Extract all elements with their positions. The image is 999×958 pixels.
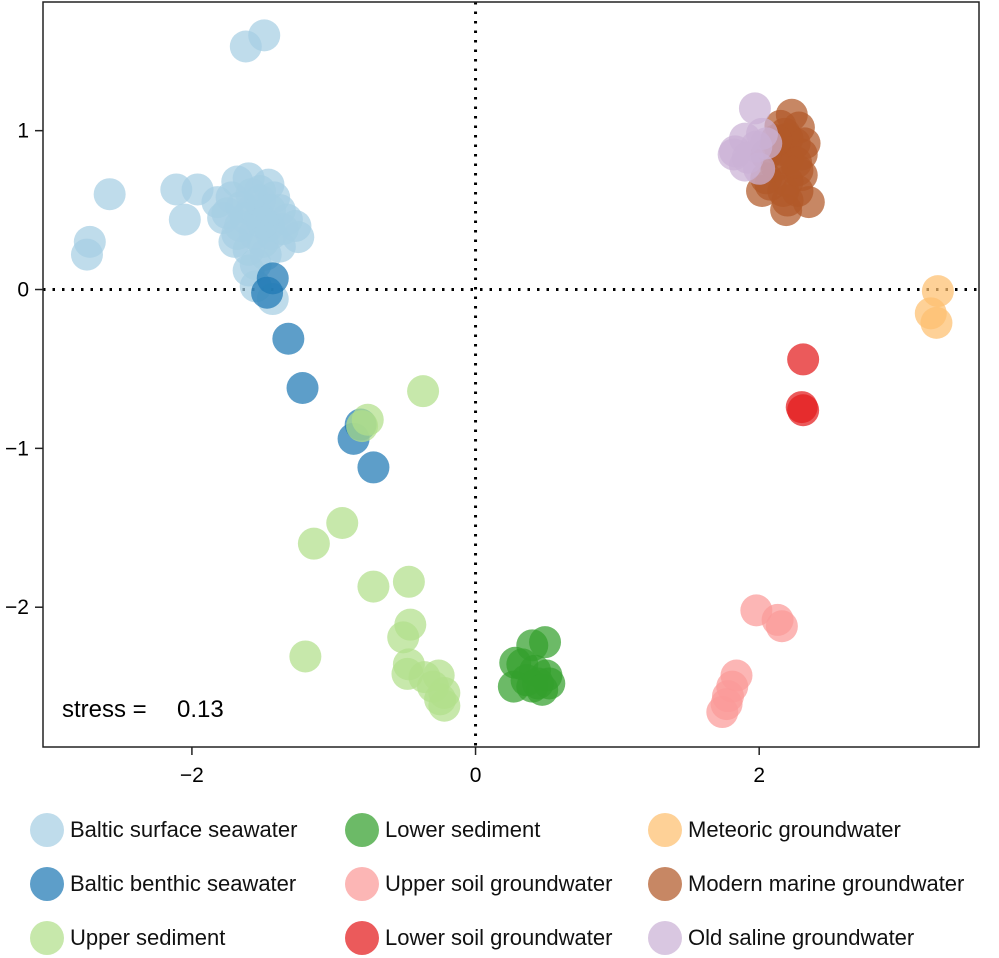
- data-point: [168, 203, 201, 236]
- data-point: [272, 322, 305, 355]
- data-point: [286, 372, 319, 405]
- series-1: [251, 262, 390, 484]
- data-point: [289, 640, 322, 673]
- axes-layer: −2 0 2 1 0 −1 −2 stress = 0.13: [5, 1, 980, 787]
- x-tick-label: 2: [753, 764, 765, 787]
- y-tick-label: −2: [5, 596, 29, 619]
- stress-label: stress =: [62, 696, 147, 723]
- data-point: [787, 343, 820, 376]
- data-point: [357, 451, 390, 484]
- y-tick-label: 1: [17, 120, 29, 143]
- data-point: [706, 696, 739, 729]
- points-layer: [43, 2, 979, 747]
- x-tick-label: 0: [470, 764, 482, 787]
- data-point: [428, 689, 461, 722]
- data-point: [357, 570, 390, 603]
- plot-frame: [42, 1, 980, 748]
- data-point: [920, 306, 953, 339]
- series-2: [289, 375, 461, 722]
- data-point: [765, 610, 798, 643]
- data-point: [246, 206, 279, 239]
- series-4: [706, 594, 798, 729]
- series-5: [785, 343, 820, 427]
- data-point: [526, 673, 559, 706]
- data-point: [70, 238, 103, 271]
- series-6: [914, 275, 954, 339]
- data-point: [750, 127, 783, 160]
- data-point: [346, 410, 379, 443]
- data-point: [251, 276, 284, 309]
- data-point: [248, 19, 281, 52]
- data-point: [787, 394, 820, 427]
- y-tick-label: 0: [17, 279, 29, 302]
- data-point: [771, 184, 804, 217]
- series-8: [717, 92, 783, 185]
- data-point: [326, 507, 359, 540]
- stress-annotation: stress = 0.13: [62, 696, 224, 723]
- data-point: [221, 217, 254, 250]
- data-point: [392, 565, 425, 598]
- data-point: [738, 92, 771, 125]
- data-point: [297, 527, 330, 560]
- x-tick-label: −2: [180, 764, 204, 787]
- data-point: [407, 375, 440, 408]
- stress-value: 0.13: [177, 696, 224, 723]
- data-point: [780, 146, 813, 179]
- data-point: [93, 178, 126, 211]
- y-tick-label: −1: [5, 437, 29, 460]
- data-point: [387, 621, 420, 654]
- series-3: [497, 626, 566, 706]
